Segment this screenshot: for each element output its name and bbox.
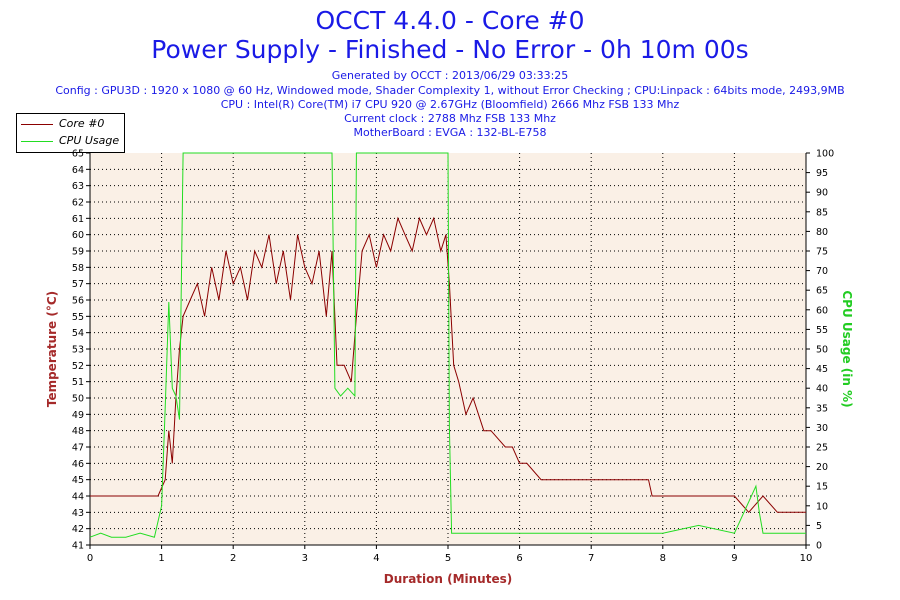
chart-legend: Core #0 CPU Usage — [16, 113, 125, 153]
y-left-tick-label: 63 — [72, 181, 84, 192]
y-left-tick-label: 41 — [72, 541, 84, 552]
y-left-tick-label: 56 — [72, 296, 84, 307]
x-tick-label: 4 — [373, 553, 379, 564]
y-left-tick-label: 44 — [72, 492, 84, 503]
x-tick-label: 3 — [302, 553, 308, 564]
y-left-tick-label: 47 — [72, 443, 84, 454]
y-left-tick-label: 60 — [72, 230, 84, 241]
y-right-tick-label: 70 — [816, 266, 828, 277]
legend-swatch-core — [21, 124, 53, 125]
series-line-cpu-usage — [89, 152, 806, 538]
y-right-tick-label: 45 — [816, 364, 828, 375]
y-right-tick-label: 65 — [816, 286, 828, 297]
y-left-tick-label: 64 — [72, 165, 84, 176]
y-right-tick-label: 20 — [816, 462, 828, 473]
y-right-tick-label: 40 — [816, 384, 828, 395]
y-left-tick-label: 51 — [72, 377, 84, 388]
x-tick-label: 7 — [588, 553, 594, 564]
series-line-core-temperature — [90, 216, 806, 514]
y-left-tick-label: 45 — [72, 475, 84, 486]
x-tick-label: 9 — [731, 553, 737, 564]
x-tick-label: 5 — [445, 553, 451, 564]
y-right-tick-label: 95 — [816, 168, 828, 179]
y-right-tick-label: 90 — [816, 188, 828, 199]
y-left-tick-label: 54 — [72, 328, 84, 339]
y-right-tick-label: 55 — [816, 325, 828, 336]
legend-label-cpu: CPU Usage — [59, 134, 120, 147]
y-axis-right-title: CPU Usage (in %) — [840, 290, 854, 407]
y-axis-left-title: Temperature (°C) — [45, 291, 59, 407]
x-tick-label: 2 — [230, 553, 236, 564]
y-left-tick-label: 52 — [72, 361, 84, 372]
x-tick-label: 8 — [660, 553, 666, 564]
y-left-tick-label: 57 — [72, 279, 84, 290]
legend-label-core: Core #0 — [59, 117, 105, 130]
y-left-tick-label: 65 — [72, 149, 84, 160]
y-left-tick-label: 49 — [72, 410, 84, 421]
y-right-tick-label: 50 — [816, 345, 828, 356]
y-right-tick-label: 10 — [816, 501, 828, 512]
y-left-tick-label: 58 — [72, 263, 84, 274]
y-right-tick-label: 75 — [816, 247, 828, 258]
y-right-tick-label: 0 — [816, 541, 822, 552]
x-tick-label: 1 — [158, 553, 164, 564]
x-axis-title: Duration (Minutes) — [384, 572, 512, 586]
clock-line: Current clock : 2788 Mhz FSB 133 Mhz — [344, 112, 556, 125]
legend-swatch-cpu — [21, 141, 53, 142]
y-right-tick-label: 35 — [816, 403, 828, 414]
y-left-tick-label: 61 — [72, 214, 84, 225]
y-left-tick-label: 46 — [72, 459, 84, 470]
y-left-tick-label: 55 — [72, 312, 84, 323]
y-right-tick-label: 85 — [816, 207, 828, 218]
y-right-tick-label: 5 — [816, 521, 822, 532]
motherboard-line: MotherBoard : EVGA : 132-BL-E758 — [353, 126, 547, 139]
x-tick-label: 10 — [800, 553, 813, 564]
y-left-tick-label: 53 — [72, 345, 84, 356]
y-right-tick-label: 80 — [816, 227, 828, 238]
y-left-tick-label: 50 — [72, 394, 84, 405]
y-right-tick-label: 25 — [816, 443, 828, 454]
y-left-tick-label: 48 — [72, 426, 84, 437]
y-right-tick-label: 60 — [816, 305, 828, 316]
config-line: Config : GPU3D : 1920 x 1080 @ 60 Hz, Wi… — [55, 84, 845, 97]
y-right-tick-label: 100 — [816, 149, 834, 160]
cpu-line: CPU : Intel(R) Core(TM) i7 CPU 920 @ 2.6… — [220, 98, 680, 111]
y-left-tick-label: 59 — [72, 247, 84, 258]
y-left-tick-label: 62 — [72, 198, 84, 209]
generated-line: Generated by OCCT : 2013/06/29 03:33:25 — [331, 69, 569, 82]
y-left-tick-label: 42 — [72, 524, 84, 535]
x-tick-label: 0 — [87, 553, 93, 564]
y-left-tick-label: 43 — [72, 508, 84, 519]
y-right-tick-label: 30 — [816, 423, 828, 434]
chart-subtitle: Power Supply - Finished - No Error - 0h … — [151, 35, 749, 64]
y-right-tick-label: 15 — [816, 482, 828, 493]
chart-title: OCCT 4.4.0 - Core #0 — [315, 6, 585, 35]
x-tick-label: 6 — [516, 553, 522, 564]
